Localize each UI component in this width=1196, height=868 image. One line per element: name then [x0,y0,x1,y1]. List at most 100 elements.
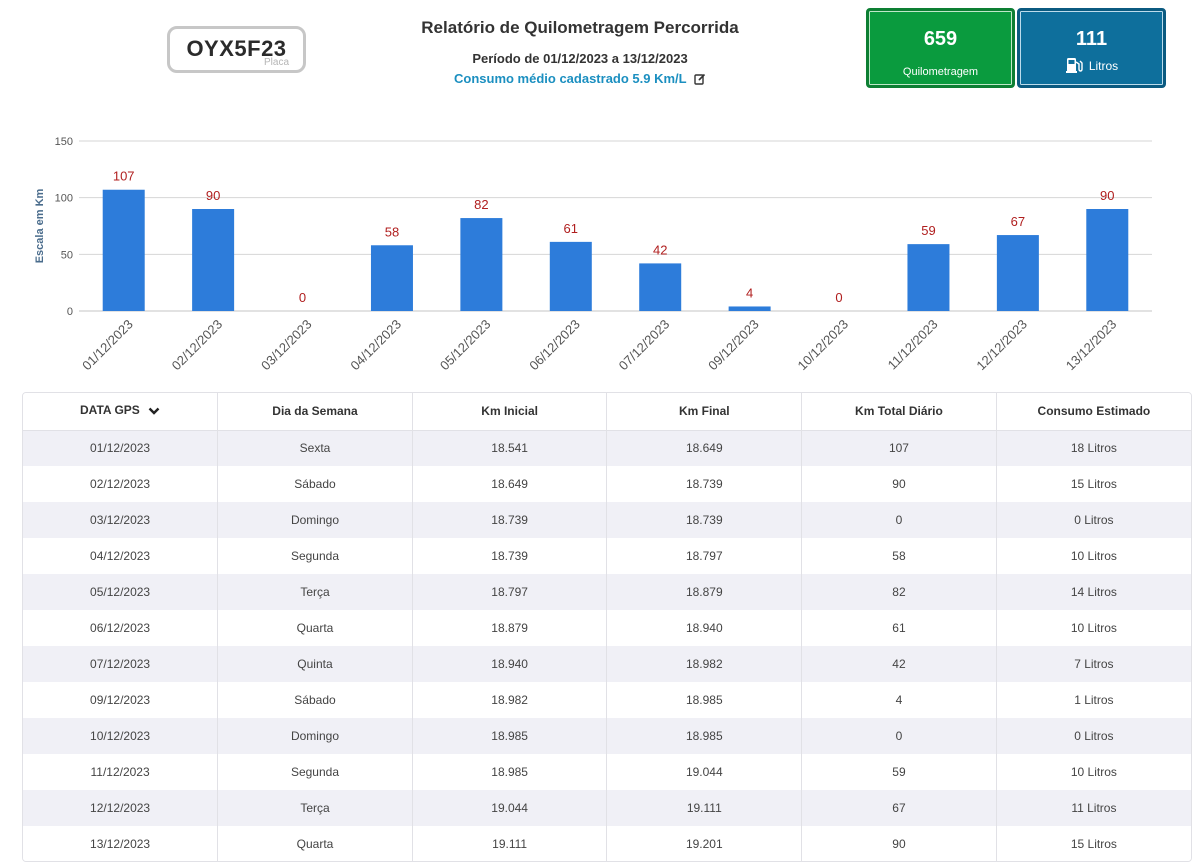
cell-weekday: Sábado [217,682,413,718]
cell-consumption: 10 Litros [996,538,1191,574]
cell-date: 06/12/2023 [23,610,219,646]
cell-date: 03/12/2023 [23,502,219,538]
cell-km-total: 90 [801,466,997,502]
bar[interactable] [460,218,503,311]
cell-km-total: 59 [801,754,997,790]
cell-date: 01/12/2023 [23,430,219,466]
cell-weekday: Sábado [217,466,413,502]
table-row: 04/12/2023 Segunda 18.739 18.797 58 10 Litros [23,538,1191,574]
cell-km-total: 0 [801,502,997,538]
cell-km-start: 19.044 [412,790,608,826]
mileage-bar-chart: 0 50 100 150 107 01/12/2023 90 02/12/2023 0 03/1… [0,120,1196,395]
cell-km-end: 19.044 [606,754,803,790]
table-header-row: DATA GPS Dia da Semana Km Inicial Km Fin… [23,393,1191,431]
chevron-down-icon[interactable] [148,405,160,419]
table-row: 01/12/2023 Sexta 18.541 18.649 107 18 Litros [23,430,1191,466]
table-row: 10/12/2023 Domingo 18.985 18.985 0 0 Litros [23,718,1191,754]
bar[interactable] [192,209,235,311]
x-tick-label: 10/12/2023 [795,317,852,374]
col-header-km-end[interactable]: Km Final [606,393,803,431]
cell-km-total: 67 [801,790,997,826]
bar[interactable] [639,263,682,311]
cell-km-end: 18.985 [606,718,803,754]
col-header-weekday[interactable]: Dia da Semana [217,393,413,431]
cell-consumption: 0 Litros [996,718,1191,754]
edit-icon[interactable] [694,73,706,88]
table-row: 09/12/2023 Sábado 18.982 18.985 4 1 Litros [23,682,1191,718]
y-tick-label: 100 [55,193,73,205]
cell-km-total: 58 [801,538,997,574]
cell-km-end: 18.797 [606,538,803,574]
bar[interactable] [370,245,413,311]
table-row: 05/12/2023 Terça 18.797 18.879 82 14 Litros [23,574,1191,610]
table-row: 12/12/2023 Terça 19.044 19.111 67 11 Litros [23,790,1191,826]
cell-km-end: 18.940 [606,610,803,646]
chart-svg: 0 50 100 150 107 01/12/2023 90 02/12/2023 0 03/1… [34,136,1152,373]
table-row: 11/12/2023 Segunda 18.985 19.044 59 10 Litros [23,754,1191,790]
col-header-km-total[interactable]: Km Total Diário [801,393,997,431]
liters-label: Litros [1088,59,1119,73]
bar[interactable] [1086,209,1129,311]
col-header-date-label: DATA GPS [80,403,140,418]
mileage-label: Quilometragem [902,66,979,78]
cell-km-total: 82 [801,574,997,610]
plate-caption: Placa [263,57,289,68]
cell-weekday: Terça [217,574,413,610]
cell-km-total: 42 [801,646,997,682]
cell-consumption: 14 Litros [996,574,1191,610]
cell-km-end: 18.739 [606,466,803,502]
cell-date: 04/12/2023 [23,538,219,574]
bar-data-label: 82 [474,197,488,212]
mileage-table: DATA GPS Dia da Semana Km Inicial Km Fin… [22,392,1192,862]
x-tick-label: 03/12/2023 [258,317,315,374]
x-tick-label: 07/12/2023 [616,317,673,374]
bar[interactable] [996,235,1039,311]
cell-km-start: 18.739 [412,538,608,574]
cell-consumption: 1 Litros [996,682,1191,718]
fuel-pump-icon [1065,56,1083,77]
x-tick-label: 05/12/2023 [437,317,494,374]
plate-number: OYX5F23 [186,36,287,61]
cell-km-start: 18.879 [412,610,608,646]
y-tick-label: 0 [67,306,73,318]
table-row: 07/12/2023 Quinta 18.940 18.982 42 7 Litros [23,646,1191,682]
chart-grid: 0 50 100 150 [55,136,1152,318]
bar-data-label: 4 [746,285,753,300]
cell-date: 10/12/2023 [23,718,219,754]
x-tick-label: 11/12/2023 [885,317,941,373]
bar[interactable] [102,189,145,311]
liters-value: 111 [1075,28,1108,50]
col-header-consumption[interactable]: Consumo Estimado [996,393,1191,431]
y-tick-label: 50 [61,249,73,261]
cell-date: 13/12/2023 [23,826,219,861]
y-tick-label: 150 [55,136,73,148]
bar-data-label: 67 [1011,214,1025,229]
cell-km-end: 19.201 [606,826,803,861]
col-header-km-start[interactable]: Km Inicial [412,393,608,431]
cell-date: 02/12/2023 [23,466,219,502]
liters-label-wrap: Litros [1020,56,1163,77]
x-tick-label: 01/12/2023 [79,317,136,374]
vehicle-plate: OYX5F23 Placa [167,26,306,73]
cell-km-start: 18.649 [412,466,608,502]
cell-date: 09/12/2023 [23,682,219,718]
bar-data-label: 90 [206,188,220,203]
mileage-card: 659 Quilometragem [866,8,1015,88]
x-tick-label: 04/12/2023 [347,317,404,374]
bar-data-label: 58 [385,224,399,239]
cell-km-start: 18.985 [412,754,608,790]
bar-data-label: 0 [835,290,842,305]
x-tick-label: 13/12/2023 [1063,317,1120,374]
page-title: Relatório de Quilometragem Percorrida [421,18,739,37]
cell-weekday: Quarta [217,826,413,861]
col-header-date[interactable]: DATA GPS [23,393,219,431]
chart-labels: 10701/12/20239002/12/2023003/12/20235804… [79,169,1119,373]
cell-consumption: 0 Litros [996,502,1191,538]
cell-consumption: 10 Litros [996,610,1191,646]
bar-data-label: 90 [1100,188,1114,203]
bar[interactable] [907,244,950,311]
cell-consumption: 15 Litros [996,826,1191,861]
bar[interactable] [728,306,771,311]
bar[interactable] [549,241,592,311]
x-tick-label: 09/12/2023 [705,317,762,374]
